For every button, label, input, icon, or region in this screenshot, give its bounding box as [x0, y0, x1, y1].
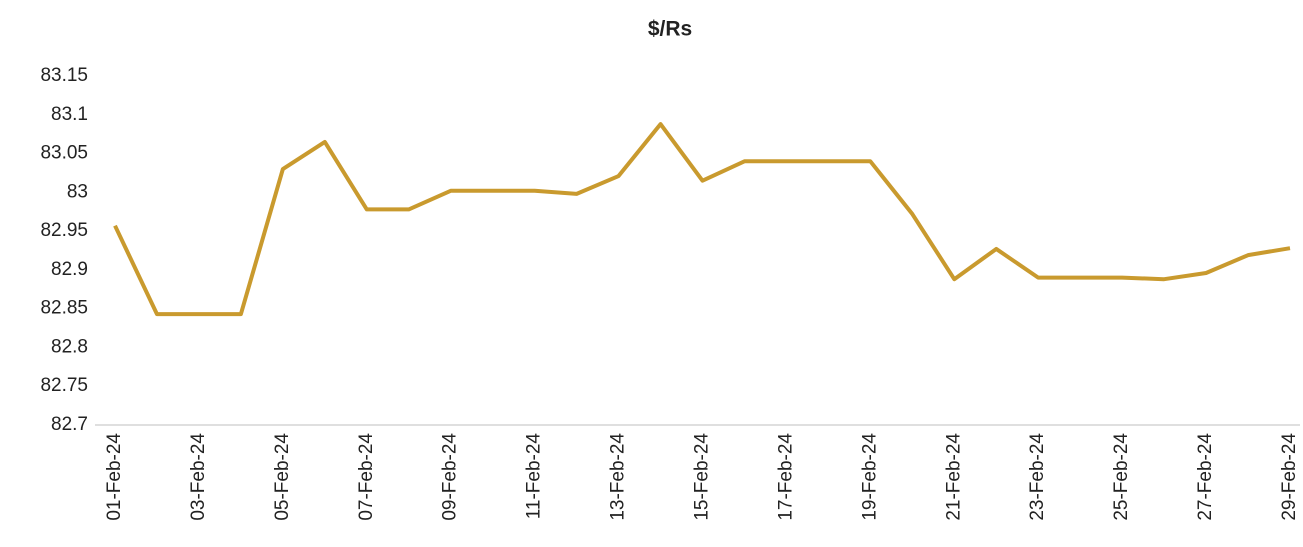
x-tick-label: 07-Feb-24	[356, 433, 377, 521]
x-tick-label: 05-Feb-24	[272, 433, 293, 521]
chart-title: $/Rs	[648, 18, 692, 41]
y-tick-label: 82.9	[51, 259, 88, 280]
x-tick-label: 09-Feb-24	[440, 433, 461, 521]
line-series	[113, 122, 1291, 317]
x-tick-label: 13-Feb-24	[608, 433, 629, 521]
y-tick-label: 82.75	[40, 375, 88, 396]
y-tick-label: 83.1	[51, 104, 88, 125]
x-tick-label: 29-Feb-24	[1279, 433, 1300, 521]
x-tick-label: 15-Feb-24	[692, 433, 713, 521]
x-tick-label: 17-Feb-24	[775, 433, 796, 521]
x-tick-label: 27-Feb-24	[1195, 433, 1216, 521]
y-tick-label: 83	[67, 181, 88, 202]
y-tick-label: 83.05	[40, 143, 88, 164]
x-tick-label: 03-Feb-24	[188, 433, 209, 521]
y-tick-label: 82.8	[51, 336, 88, 357]
y-tick-label: 83.15	[40, 65, 88, 86]
x-tick-label: 21-Feb-24	[943, 433, 964, 521]
x-tick-label: 01-Feb-24	[104, 433, 125, 521]
y-tick-label: 82.7	[51, 414, 88, 435]
x-tick-label: 19-Feb-24	[859, 433, 880, 521]
x-tick-label: 11-Feb-24	[524, 433, 545, 520]
y-tick-label: 82.85	[40, 298, 88, 319]
x-tick-label: 23-Feb-24	[1027, 433, 1048, 521]
y-tick-label: 82.95	[40, 220, 88, 241]
x-tick-label: 25-Feb-24	[1111, 433, 1132, 521]
